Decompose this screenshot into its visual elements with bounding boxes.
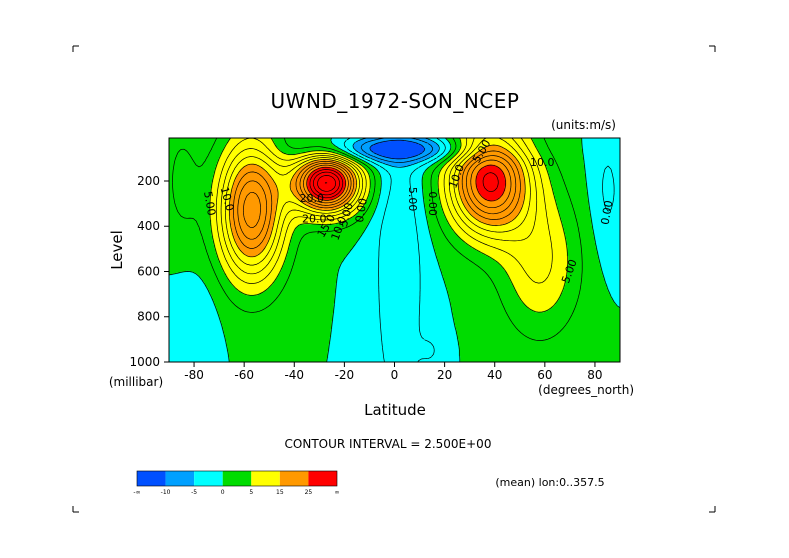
- colorbar-tick-label: -∞: [133, 489, 140, 496]
- y-tick-label: 400: [137, 219, 160, 233]
- contour-line: [220, 137, 538, 275]
- colorbar-swatch: [279, 471, 309, 486]
- contour-line: [172, 137, 583, 341]
- x-tick-label: -60: [234, 368, 254, 382]
- page-corner-marks: [72, 45, 716, 513]
- colorbar-tick-label: 0: [221, 489, 225, 496]
- contour-line: [209, 137, 568, 313]
- x-tick-label: 20: [437, 368, 452, 382]
- contour-line: [224, 137, 531, 266]
- x-tick-label: 80: [587, 368, 602, 382]
- corner-mark-top-right: [709, 45, 716, 52]
- colorbar-tick-label: 25: [305, 489, 313, 496]
- colorbar-swatch: [137, 471, 166, 486]
- colorbar-swatch: [222, 471, 252, 486]
- contour-line: [228, 144, 526, 258]
- contour-interval-text: CONTOUR INTERVAL = 2.500E+00: [285, 437, 492, 451]
- corner-mark-top-left: [72, 45, 79, 52]
- units-label: (units:m/s): [551, 118, 616, 132]
- x-tick-label: 0: [391, 368, 399, 382]
- y-tick-label: 800: [137, 310, 160, 324]
- contour-label: 0.00: [426, 191, 439, 216]
- y-axis-units: (millibar): [109, 375, 163, 389]
- contour-lines: [168, 137, 621, 363]
- colorbar-tick-label: 5: [249, 489, 253, 496]
- corner-mark-bottom-left: [72, 506, 79, 513]
- colorbar-tick-label: -10: [161, 489, 171, 496]
- colorbar: -∞ -10 -5 0 5 15 25 ∞: [133, 470, 340, 496]
- colorbar-swatch: [251, 471, 280, 486]
- contour-label: 0.00: [353, 197, 370, 223]
- x-axis: -80 -60 -40 -20 0 20 40 60 80: [184, 362, 603, 382]
- x-tick-label: -40: [284, 368, 304, 382]
- contour-line: [369, 139, 425, 160]
- y-axis: 200 400 600 800 1000: [129, 174, 169, 369]
- x-tick-label: -20: [335, 368, 355, 382]
- colorbar-frame: [136, 470, 338, 487]
- colorbar-tick-label: 15: [276, 489, 284, 496]
- chart-title: UWND_1972-SON_NCEP: [271, 89, 520, 113]
- y-tick-label: 200: [137, 174, 160, 188]
- y-tick-label: 600: [137, 264, 160, 278]
- x-axis-label: Latitude: [364, 401, 426, 419]
- contour-line: [352, 137, 440, 168]
- colorbar-tick-label: ∞: [335, 489, 340, 496]
- corner-mark-bottom-right: [709, 506, 716, 513]
- mean-text: (mean) lon:0..357.5: [495, 476, 604, 489]
- contour-line: [233, 150, 521, 249]
- contour-line: [237, 155, 517, 240]
- x-axis-units: (degrees_north): [538, 383, 634, 397]
- y-tick-label: 1000: [129, 355, 160, 369]
- contour-label: 5.00: [406, 187, 419, 212]
- contour-label: 20.0: [300, 192, 325, 205]
- contour-label: 5.00: [337, 201, 356, 228]
- plot-area: 5.00 10.0 20.020.015.010.05.000.00 5.00 0.00…: [168, 137, 621, 363]
- contour-label: 10.0: [530, 156, 555, 169]
- colorbar-swatch: [194, 471, 223, 486]
- contour-label: 0.00: [598, 199, 615, 225]
- x-tick-label: 40: [487, 368, 502, 382]
- y-axis-label: Level: [108, 230, 126, 270]
- contour-line: [324, 182, 328, 184]
- contour-labels: 5.00 10.0 20.020.015.010.05.000.00 5.00 0.00…: [201, 137, 615, 285]
- contour-label: 20.0: [302, 213, 327, 226]
- contour-line: [317, 175, 336, 192]
- contour-label: 10.0: [218, 185, 237, 212]
- contour-line: [343, 137, 615, 363]
- contour-line: [360, 137, 433, 163]
- contour-line: [168, 137, 621, 363]
- colorbar-swatch: [308, 471, 337, 486]
- contour-label: 5.00: [201, 190, 218, 216]
- colorbar-swatch: [165, 471, 195, 486]
- colorbar-tick-label: -5: [191, 489, 197, 496]
- contour-line: [309, 169, 499, 199]
- contour-line: [243, 159, 512, 228]
- contour-line: [215, 137, 553, 284]
- x-tick-label: 60: [537, 368, 552, 382]
- contour-line: [312, 171, 340, 196]
- contour-line: [306, 164, 507, 202]
- x-tick-label: -80: [184, 368, 204, 382]
